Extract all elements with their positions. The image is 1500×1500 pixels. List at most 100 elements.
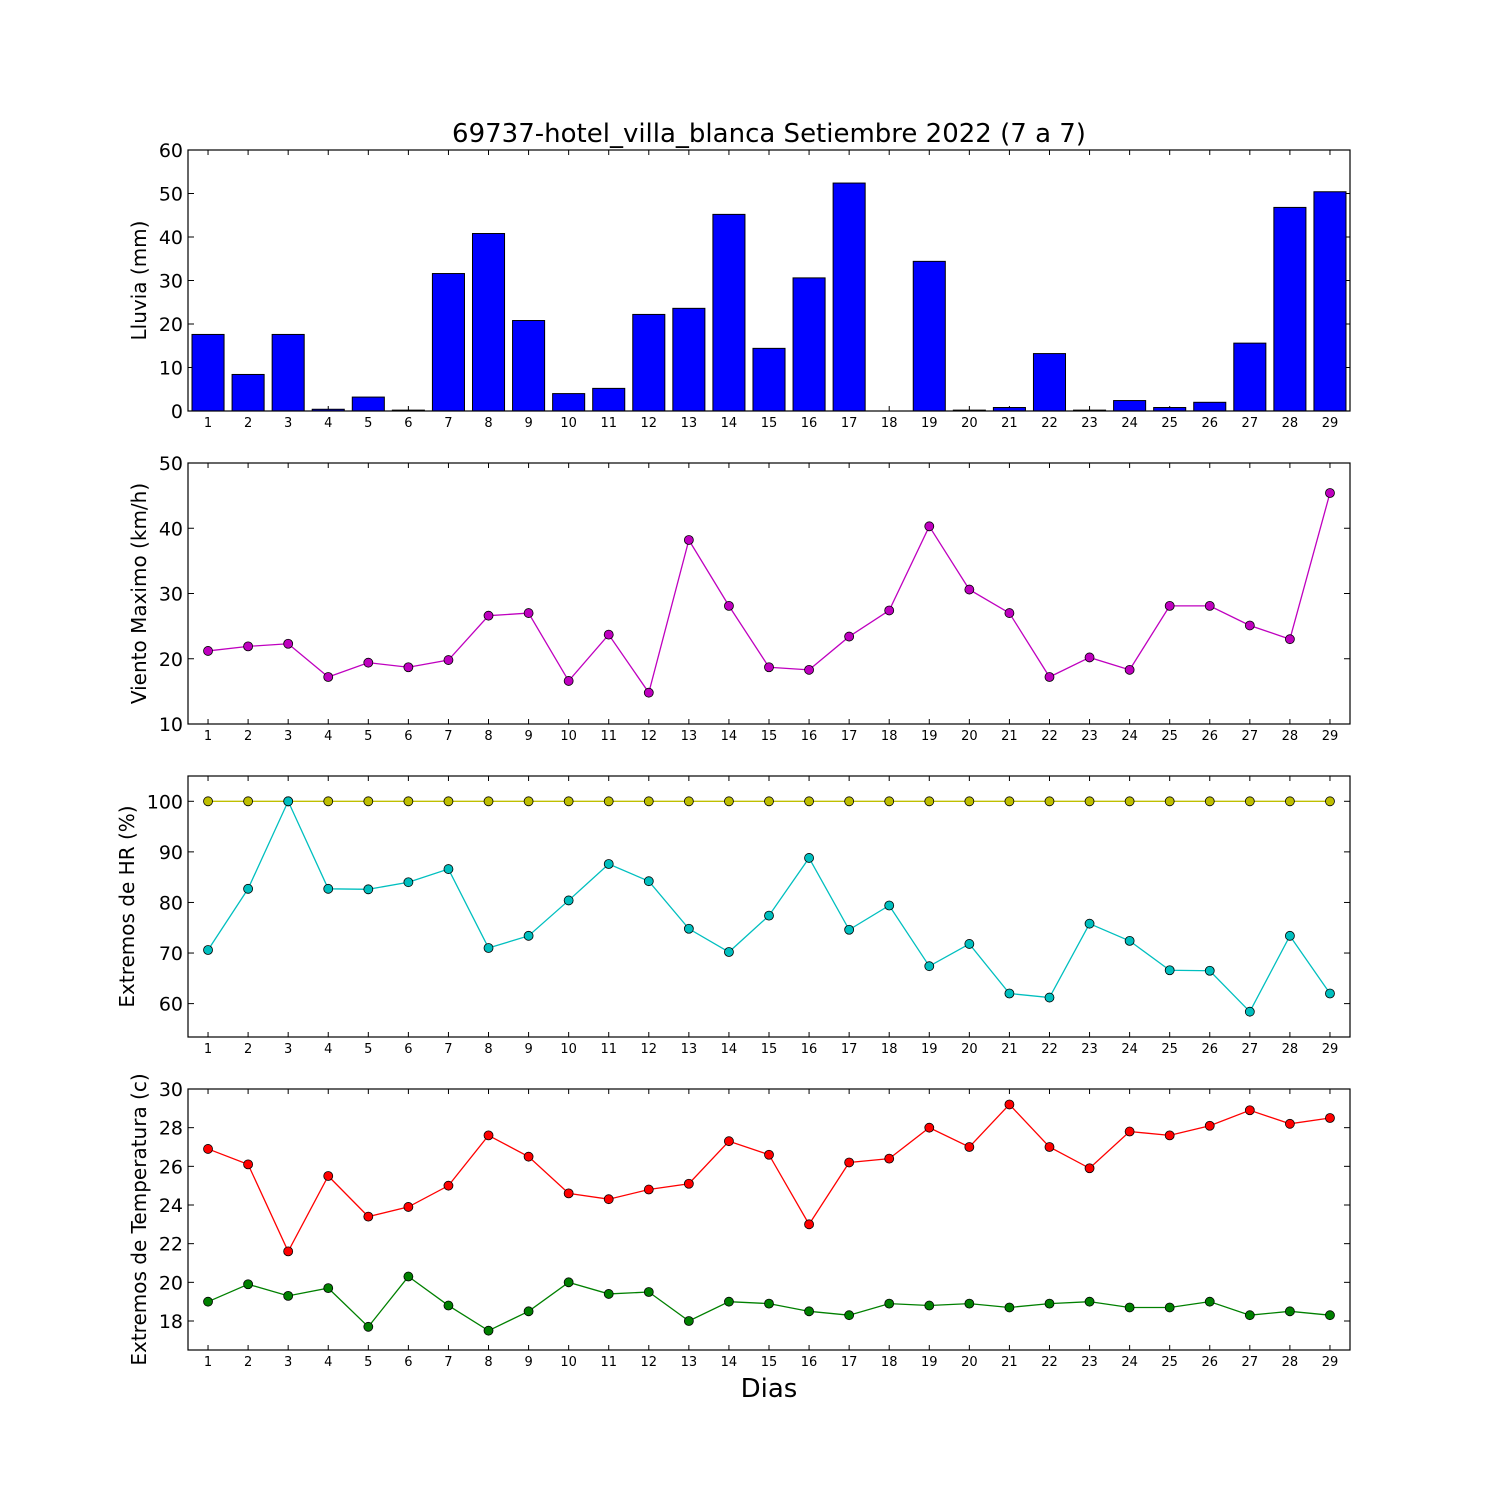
x-tick-label: 26	[1201, 416, 1218, 431]
bar	[712, 213, 746, 412]
bar	[1233, 342, 1267, 412]
data-point	[1004, 608, 1015, 618]
y-axis-label: Extremos de Temperatura (c)	[127, 1073, 151, 1365]
x-tick-label: 22	[1041, 1355, 1058, 1370]
data-point	[483, 943, 494, 953]
y-tick-label: 90	[159, 842, 183, 864]
x-tick-label: 20	[961, 1042, 978, 1057]
x-tick-label: 20	[961, 1355, 978, 1370]
y-axis-label: Extremos de HR (%)	[115, 805, 139, 1007]
x-tick-label: 19	[921, 729, 938, 744]
x-tick-label: 29	[1322, 1042, 1339, 1057]
bar	[632, 313, 666, 412]
x-tick-label: 25	[1161, 1355, 1178, 1370]
x-tick-label: 6	[404, 416, 412, 431]
x-tick-label: 22	[1041, 729, 1058, 744]
data-point	[1004, 1099, 1015, 1110]
data-point	[1204, 600, 1215, 611]
data-point	[243, 1159, 254, 1170]
data-point	[483, 796, 494, 807]
x-tick-label: 15	[761, 1355, 778, 1370]
bar	[431, 273, 465, 412]
y-tick-label: 20	[159, 649, 183, 671]
data-point	[1084, 652, 1095, 663]
x-tick-label: 1	[204, 1355, 212, 1370]
data-point	[643, 796, 654, 807]
data-point	[964, 1298, 975, 1309]
data-point	[884, 796, 895, 807]
data-point	[724, 796, 734, 807]
data-point	[603, 796, 614, 807]
x-tick-label: 10	[560, 729, 577, 744]
data-point	[443, 655, 454, 665]
data-point	[884, 1153, 895, 1164]
data-point	[643, 687, 654, 698]
x-tick-label: 6	[404, 729, 412, 744]
x-tick-label: 4	[324, 416, 332, 431]
data-point	[563, 895, 574, 906]
y-tick-label: 70	[159, 943, 183, 965]
data-point	[683, 796, 694, 807]
data-point	[1124, 664, 1135, 675]
data-point	[283, 1290, 294, 1301]
data-point	[1204, 1296, 1215, 1307]
y-tick-label: 50	[159, 184, 183, 206]
y-tick-label: 40	[159, 227, 183, 249]
data-point	[1164, 600, 1175, 611]
y-tick-label: 28	[159, 1118, 183, 1140]
x-tick-label: 28	[1282, 1042, 1299, 1057]
bar	[191, 333, 225, 412]
data-point	[1284, 1306, 1295, 1317]
data-point	[203, 1144, 213, 1154]
x-tick-label: 21	[1001, 416, 1018, 431]
data-point	[323, 883, 334, 894]
x-tick-label: 1	[204, 1042, 212, 1057]
x-tick-label: 12	[641, 416, 658, 431]
x-axis-label: Dias	[741, 1374, 798, 1404]
x-tick-label: 29	[1322, 1355, 1339, 1370]
y-axis-label: Lluvia (mm)	[127, 221, 151, 341]
bar	[752, 347, 786, 412]
bar	[592, 387, 626, 412]
data-point	[243, 883, 254, 894]
x-tick-label: 8	[484, 1355, 492, 1370]
x-tick-label: 27	[1242, 729, 1259, 744]
data-point	[924, 521, 935, 532]
data-point	[764, 910, 774, 921]
data-point	[283, 1246, 294, 1257]
data-point	[203, 945, 213, 955]
data-point	[1204, 796, 1215, 807]
x-tick-label: 23	[1081, 1042, 1098, 1057]
bar	[471, 233, 506, 412]
x-tick-label: 3	[284, 729, 292, 744]
x-tick-label: 12	[641, 1042, 658, 1057]
y-tick-label: 18	[159, 1311, 183, 1333]
x-tick-label: 2	[244, 416, 252, 431]
bar	[231, 373, 265, 412]
data-point	[1325, 796, 1335, 807]
data-point	[363, 1321, 374, 1332]
data-point	[323, 1171, 334, 1181]
data-point	[884, 1298, 895, 1309]
x-tick-label: 5	[364, 1042, 372, 1057]
x-tick-label: 18	[881, 416, 898, 431]
x-tick-label: 20	[961, 416, 978, 431]
x-tick-label: 7	[444, 1355, 452, 1370]
bar	[672, 307, 706, 412]
data-point	[804, 1219, 814, 1230]
data-point	[563, 1277, 574, 1288]
x-tick-label: 13	[681, 1042, 698, 1057]
bar	[552, 393, 586, 412]
data-point	[203, 646, 213, 656]
data-point	[924, 1300, 935, 1311]
x-tick-label: 15	[761, 729, 778, 744]
x-tick-label: 12	[641, 729, 658, 744]
data-point	[363, 884, 374, 895]
y-tick-label: 100	[147, 791, 183, 813]
x-tick-label: 13	[681, 416, 698, 431]
data-point	[1325, 1113, 1335, 1123]
x-tick-label: 17	[841, 1355, 858, 1370]
y-tick-label: 10	[159, 714, 183, 736]
x-tick-label: 6	[404, 1355, 412, 1370]
